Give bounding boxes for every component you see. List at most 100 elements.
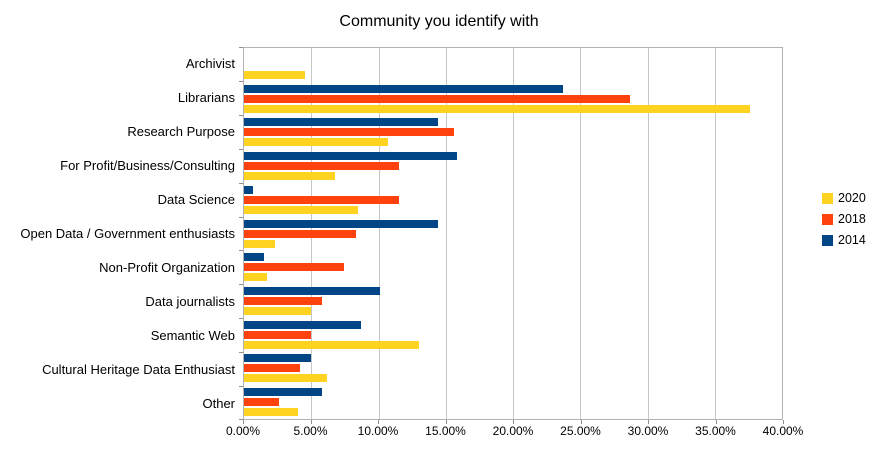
category-label: Research Purpose (127, 124, 235, 140)
bar-2020 (244, 340, 419, 349)
bar-2020 (244, 374, 328, 383)
y-tick-mark (239, 182, 243, 184)
bar-2018 (244, 364, 301, 373)
legend: 2020 2018 2014 (822, 191, 866, 247)
x-tick-mark (378, 420, 379, 424)
y-tick-mark (239, 216, 243, 218)
category-axis-labels: Archivist Librarians Research Purpose For P… (0, 47, 235, 420)
category-label: Data Science (157, 192, 235, 208)
legend-swatch-2020 (822, 192, 833, 204)
x-tick-label: 10.00% (357, 424, 399, 438)
x-tick-mark (513, 420, 514, 424)
category-label: Cultural Heritage Data Enthusiast (42, 361, 235, 377)
value-axis-labels: 0.00% 5.00% 10.00% 15.00% 20.00% 25.00% 30.00%… (226, 424, 803, 439)
y-tick-mark (239, 47, 243, 48)
bar-2018 (244, 297, 322, 305)
y-tick-mark (239, 80, 243, 82)
bar-2020 (244, 104, 750, 113)
value-axis-tick-marks (243, 420, 784, 424)
x-tick-label: 20.00% (492, 424, 534, 438)
bar-2020 (244, 172, 336, 181)
bar-rows (244, 48, 782, 419)
x-tick-mark (580, 420, 582, 424)
x-tick-mark (783, 420, 784, 424)
y-tick-mark (239, 318, 243, 320)
bar-2018 (244, 162, 399, 171)
legend-label: 2020 (838, 191, 866, 205)
legend-swatch-2018 (822, 213, 833, 225)
bar-2014 (244, 388, 322, 397)
bar-2020 (244, 138, 388, 147)
bar-2020 (244, 273, 267, 282)
category-row (244, 318, 782, 352)
x-tick-mark (648, 420, 649, 424)
chart-title: Community you identify with (339, 13, 539, 30)
category-row (244, 217, 782, 251)
category-label: Other (202, 395, 235, 411)
gridline (513, 48, 514, 419)
bar-2018 (244, 94, 630, 103)
x-tick-label: 40.00% (762, 424, 804, 438)
legend-item-2018: 2018 (822, 212, 866, 226)
x-tick-mark (310, 420, 312, 424)
category-label: For Profit/Business/Consulting (60, 158, 235, 174)
bar-2014 (244, 320, 361, 329)
bar-2020 (244, 307, 312, 315)
x-tick-label: 15.00% (425, 424, 466, 438)
y-tick-mark (239, 352, 243, 354)
gridline (580, 48, 582, 419)
category-row (244, 82, 782, 116)
category-row (244, 352, 782, 386)
category-label: Data journalists (145, 293, 235, 309)
bar-2020 (244, 205, 359, 214)
x-tick-label: 0.00% (225, 424, 261, 438)
bar-2014 (244, 287, 380, 295)
y-tick-mark (239, 250, 243, 252)
category-label: Archivist (185, 56, 235, 72)
category-row (244, 385, 782, 419)
y-tick-mark (239, 386, 243, 388)
category-row (244, 48, 782, 82)
category-axis-tick-marks (239, 47, 243, 420)
x-tick-label: 35.00% (695, 424, 736, 438)
category-row (244, 284, 782, 318)
bar-2018 (244, 398, 279, 407)
legend-swatch-2014 (822, 234, 833, 246)
bar-2014 (244, 185, 254, 194)
legend-label: 2018 (838, 212, 866, 226)
x-tick-label: 5.00% (293, 424, 328, 438)
category-label: Open Data / Government enthusiasts (20, 225, 235, 241)
y-tick-mark (239, 284, 243, 286)
bar-2014 (244, 219, 438, 228)
x-tick-mark (243, 420, 244, 424)
bar-2020 (244, 70, 305, 79)
bar-2020 (244, 408, 298, 417)
category-label: Non-Profit Organization (99, 259, 235, 275)
x-tick-mark (715, 420, 717, 424)
bar-2014 (244, 118, 438, 127)
y-tick-mark (239, 114, 243, 116)
plot-area (243, 47, 783, 420)
legend-item-2020: 2020 (822, 191, 866, 205)
bar-2014 (244, 84, 563, 93)
y-tick-mark (239, 148, 243, 150)
category-row (244, 183, 782, 217)
category-row (244, 115, 782, 149)
category-row (244, 250, 782, 284)
bar-2020 (244, 239, 275, 248)
bar-2018 (244, 330, 312, 339)
legend-label: 2014 (838, 233, 866, 247)
bar-2014 (244, 152, 457, 161)
y-tick-mark (239, 419, 243, 420)
legend-item-2014: 2014 (822, 233, 866, 247)
gridline (647, 48, 649, 419)
gridline (445, 48, 447, 419)
category-row (244, 149, 782, 183)
gridline (378, 48, 380, 419)
bar-2018 (244, 263, 344, 272)
category-label: Librarians (177, 90, 235, 106)
bar-2018 (244, 229, 356, 238)
x-tick-label: 25.00% (560, 424, 601, 438)
category-label: Semantic Web (150, 327, 235, 343)
